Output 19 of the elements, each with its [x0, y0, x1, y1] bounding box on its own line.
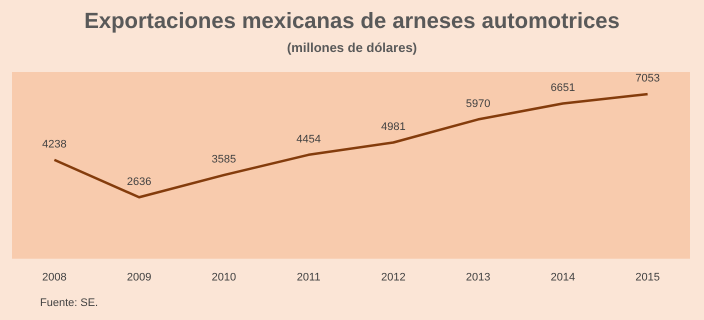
x-tick-label: 2010	[212, 271, 236, 284]
data-label: 2636	[126, 176, 152, 188]
data-label: 6651	[550, 82, 576, 94]
data-label: 4454	[296, 133, 321, 146]
data-label: 4981	[381, 121, 406, 134]
data-label: 7053	[635, 72, 660, 85]
x-tick-label: 2014	[550, 271, 576, 284]
x-tick-label: 2015	[635, 271, 660, 284]
x-tick-label: 2013	[466, 271, 490, 284]
x-tick-label: 2009	[126, 271, 152, 284]
x-tick-label: 2011	[296, 271, 320, 284]
data-label: 3585	[212, 154, 236, 166]
source-note: Fuente: SE.	[40, 297, 98, 309]
chart-title: Exportaciones mexicanas de arneses automotrices	[83, 8, 621, 34]
x-tick-label: 2012	[381, 271, 406, 284]
x-tick-label: 2008	[42, 271, 67, 284]
chart-subtitle: (millones de dólares)	[286, 40, 418, 55]
data-label: 4238	[42, 138, 67, 150]
data-label: 5970	[466, 98, 490, 110]
